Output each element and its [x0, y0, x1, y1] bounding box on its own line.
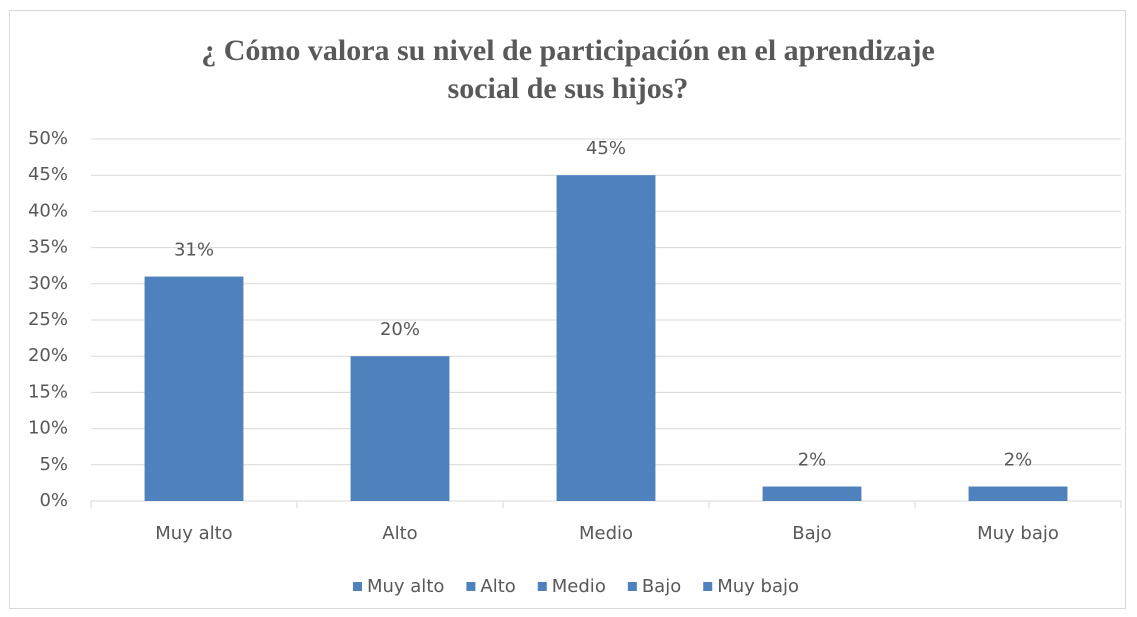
x-tick-label: Medio: [579, 523, 633, 544]
x-tick-label: Bajo: [792, 523, 831, 544]
y-tick-label: 10%: [28, 418, 68, 439]
legend-label: Muy alto: [367, 576, 444, 597]
data-label: 31%: [174, 240, 214, 261]
y-tick-label: 30%: [28, 273, 68, 294]
legend-swatch: [352, 582, 362, 591]
y-tick-label: 25%: [28, 309, 68, 330]
data-label: 2%: [798, 450, 827, 471]
y-tick-label: 50%: [28, 128, 68, 149]
x-tick-label: Alto: [382, 523, 417, 544]
legend-swatch: [627, 582, 637, 591]
bar: [350, 356, 450, 501]
y-tick-label: 45%: [28, 164, 68, 185]
y-tick-label: 0%: [39, 490, 68, 511]
legend-label: Muy bajo: [717, 576, 799, 597]
legend-swatch: [537, 582, 547, 591]
bar: [968, 486, 1068, 501]
y-tick-label: 35%: [28, 237, 68, 258]
legend-label: Medio: [552, 576, 606, 597]
legend-swatch: [703, 582, 713, 591]
data-label: 45%: [586, 138, 626, 159]
chart-title: ¿ Cómo valora su nivel de participación …: [201, 34, 935, 105]
bar: [144, 276, 244, 501]
bar: [556, 175, 656, 501]
legend-label: Bajo: [642, 576, 681, 597]
y-tick-label: 20%: [28, 345, 68, 366]
x-tick-label: Muy alto: [155, 523, 232, 544]
y-tick-label: 5%: [39, 454, 68, 475]
data-label: 20%: [380, 319, 420, 340]
y-tick-label: 40%: [28, 200, 68, 221]
legend-swatch: [466, 582, 476, 591]
y-tick-label: 15%: [28, 381, 68, 402]
x-tick-label: Muy bajo: [977, 523, 1059, 544]
data-label: 2%: [1004, 450, 1033, 471]
bar: [762, 486, 862, 501]
chart-frame: [9, 10, 1126, 609]
legend-label: Alto: [480, 576, 515, 597]
